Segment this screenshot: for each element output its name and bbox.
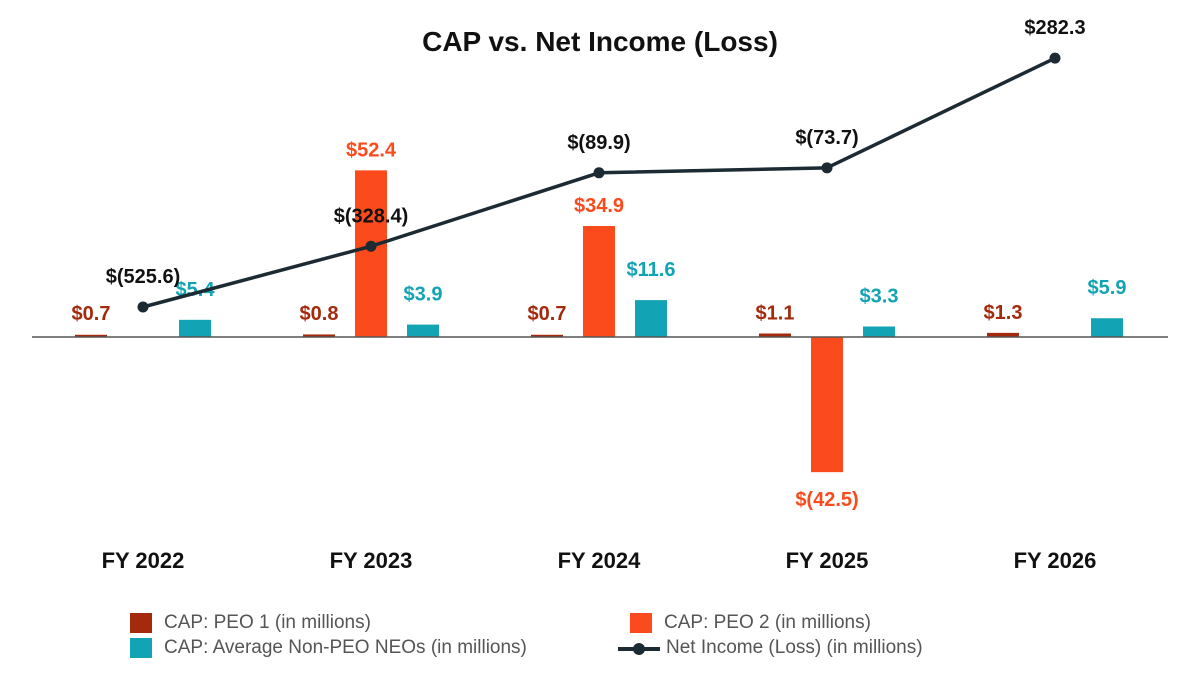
legend-line-net-income bbox=[618, 638, 660, 658]
data-label-peo1-4: $1.1 bbox=[756, 303, 795, 325]
legend-swatch-peo1 bbox=[130, 613, 152, 633]
bar-peo1-5 bbox=[987, 332, 1019, 337]
bar-non-peo-5 bbox=[1091, 318, 1123, 337]
chart-legend: CAP: PEO 1 (in millions) CAP: PEO 2 (in … bbox=[130, 612, 1030, 662]
data-label-peo2-3: $34.9 bbox=[574, 195, 624, 217]
net-income-point-5 bbox=[1049, 52, 1061, 64]
net-income-point-4 bbox=[821, 162, 833, 174]
net-income-point-1 bbox=[137, 301, 149, 313]
bar-non-peo-2 bbox=[407, 324, 439, 337]
data-label-peo2-4: $(42.5) bbox=[795, 489, 858, 511]
bar-non-peo-4 bbox=[863, 326, 895, 337]
legend-item-peo1: CAP: PEO 1 (in millions) bbox=[130, 612, 371, 634]
x-tick-label-1: FY 2022 bbox=[102, 548, 185, 573]
data-label-non-peo-5: $5.9 bbox=[1088, 277, 1127, 299]
chart-title: CAP vs. Net Income (Loss) bbox=[422, 26, 778, 57]
data-label-peo2-2: $52.4 bbox=[346, 139, 397, 161]
net-income-point-3 bbox=[593, 167, 605, 179]
x-tick-label-5: FY 2026 bbox=[1014, 548, 1097, 573]
net-income-label-3: $(89.9) bbox=[567, 132, 630, 154]
data-label-peo1-1: $0.7 bbox=[72, 303, 111, 325]
legend-item-net-income: Net Income (Loss) (in millions) bbox=[618, 637, 923, 659]
legend-label-peo1: CAP: PEO 1 (in millions) bbox=[164, 612, 371, 633]
net-income-label-5: $282.3 bbox=[1024, 17, 1085, 39]
legend-label-non-peo: CAP: Average Non-PEO NEOs (in millions) bbox=[164, 637, 527, 658]
data-label-peo1-5: $1.3 bbox=[984, 302, 1023, 324]
net-income-label-1: $(525.6) bbox=[106, 266, 181, 288]
legend-label-peo2: CAP: PEO 2 (in millions) bbox=[664, 612, 871, 633]
data-label-peo1-3: $0.7 bbox=[528, 303, 567, 325]
bar-peo1-1 bbox=[75, 334, 107, 338]
data-label-non-peo-4: $3.3 bbox=[860, 286, 899, 308]
bar-peo1-4 bbox=[759, 333, 791, 337]
x-tick-label-2: FY 2023 bbox=[330, 548, 413, 573]
bar-peo1-3 bbox=[531, 334, 563, 338]
data-label-peo1-2: $0.8 bbox=[300, 303, 339, 325]
bar-non-peo-3 bbox=[635, 300, 667, 337]
legend-swatch-peo2 bbox=[630, 613, 652, 633]
net-income-label-2: $(328.4) bbox=[334, 205, 409, 227]
chart-plot: $0.7 $0.8 $0.7 $1.1 $1.3 $52.4 $34.9 $(42.5) $5.… bbox=[32, 17, 1168, 573]
bar-peo2-2 bbox=[355, 170, 387, 337]
legend-swatch-non-peo bbox=[130, 638, 152, 658]
net-income-point-2 bbox=[365, 240, 377, 252]
data-label-non-peo-2: $3.9 bbox=[404, 284, 443, 306]
bar-peo2-4 bbox=[811, 337, 843, 473]
data-label-non-peo-3: $11.6 bbox=[627, 259, 676, 281]
legend-item-peo2: CAP: PEO 2 (in millions) bbox=[630, 612, 871, 634]
net-income-label-4: $(73.7) bbox=[795, 127, 858, 149]
bar-peo1-2 bbox=[303, 334, 335, 337]
x-tick-label-4: FY 2025 bbox=[786, 548, 869, 573]
legend-label-net-income: Net Income (Loss) (in millions) bbox=[666, 637, 923, 658]
bar-peo2-3 bbox=[583, 226, 615, 337]
x-tick-label-3: FY 2024 bbox=[558, 548, 642, 573]
bar-non-peo-1 bbox=[179, 319, 211, 337]
legend-item-non-peo: CAP: Average Non-PEO NEOs (in millions) bbox=[130, 637, 527, 659]
